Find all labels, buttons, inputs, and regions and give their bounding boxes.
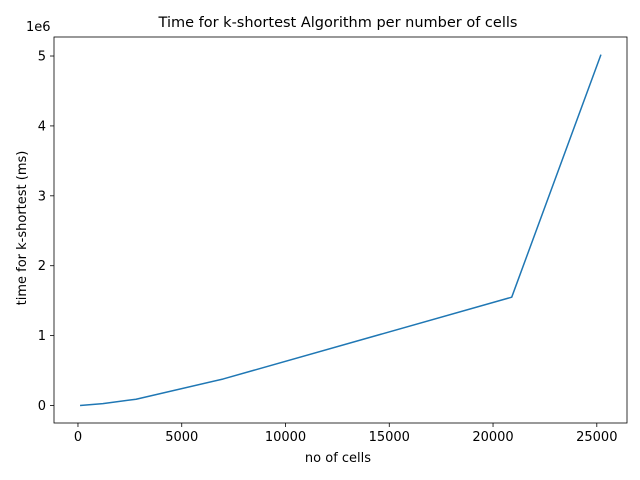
x-tick-label: 25000: [576, 430, 617, 445]
y-offset-label: 1e6: [26, 20, 51, 35]
x-tick-label: 0: [74, 430, 82, 445]
y-tick-label: 4: [38, 119, 46, 134]
plot-frame: [53, 36, 628, 424]
series-line-0: [79, 54, 602, 407]
y-tick-label: 5: [38, 50, 46, 65]
x-tick-label: 10000: [265, 430, 306, 445]
plot-area: 0 5000 10000 15000 20000 25000 0 1 2 3 4 5: [38, 36, 628, 445]
y-tick-label: 1: [38, 329, 46, 344]
chart-title: Time for k-shortest Algorithm per number…: [158, 15, 518, 31]
x-tick-label: 20000: [472, 430, 513, 445]
y-tick-label: 0: [38, 399, 46, 414]
x-tick-label: 15000: [369, 430, 410, 445]
y-tick-label: 3: [38, 189, 46, 204]
y-tick-label: 2: [38, 259, 46, 274]
x-tick-label: 5000: [165, 430, 198, 445]
y-axis-label: time for k-shortest (ms): [15, 151, 30, 306]
x-axis-label: no of cells: [305, 451, 371, 466]
